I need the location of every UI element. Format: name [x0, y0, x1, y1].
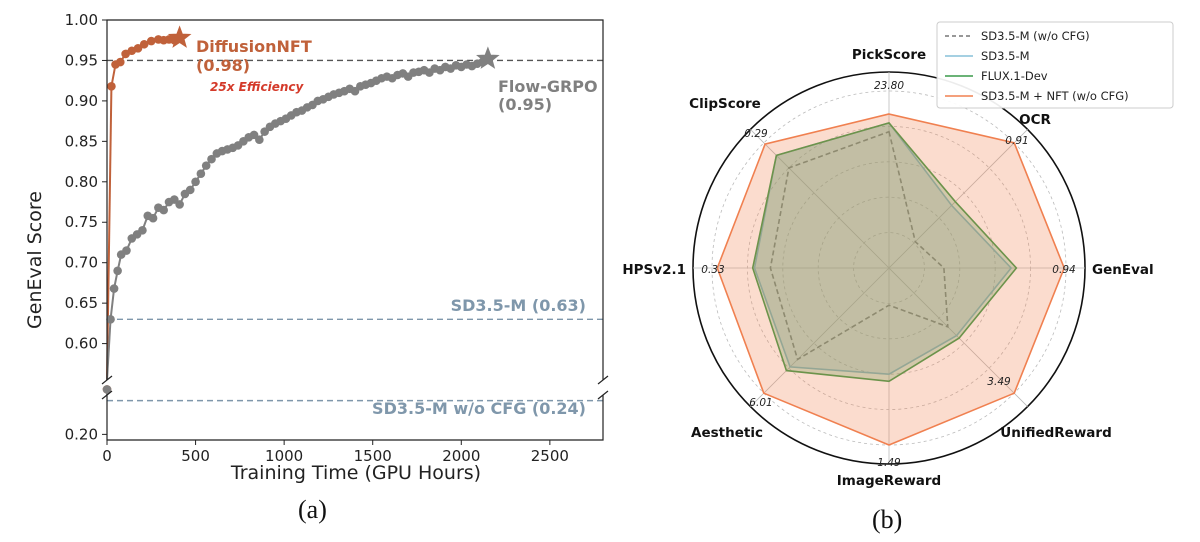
sd35m-no-cfg-reference-label: SD3.5-M w/o CFG (0.24)	[372, 399, 586, 418]
radar-axis-label-aesthetic: Aesthetic	[691, 425, 763, 441]
radar-axis-label-pickscore: PickScore	[852, 47, 926, 63]
y-tick-label: 1.00	[65, 11, 98, 29]
x-axis-label: Training Time (GPU Hours)	[230, 462, 481, 484]
x-tick-label: 0	[102, 447, 112, 465]
radar-max-label: 6.01	[749, 397, 772, 409]
line-chart-panel: 0 500 1000 1500 2000 2500 0.60 0.65 0.70 0.75 0.80…	[24, 11, 609, 484]
flow-grpo-series	[102, 46, 500, 395]
legend-entry: FLUX.1-Dev	[981, 69, 1048, 83]
radar-max-label: 3.49	[987, 376, 1011, 388]
legend-entry: SD3.5-M	[981, 49, 1030, 63]
radar-spoke	[750, 267, 890, 407]
radar-max-label: 0.91	[1005, 135, 1028, 147]
x-tick-label: 500	[181, 447, 210, 465]
radar-spoke	[750, 129, 890, 269]
y-tick-label: 0.90	[65, 92, 98, 110]
radar-spoke	[888, 267, 1028, 407]
axis-break-mark-right-top	[597, 375, 609, 385]
flow-grpo-point	[113, 266, 122, 276]
plot-frame-bottom	[106, 395, 604, 441]
diffusionnft-point	[115, 57, 125, 67]
caption-b: (b)	[872, 505, 903, 534]
sd35m-reference-label: SD3.5-M (0.63)	[451, 296, 586, 315]
radar-spoke	[888, 129, 1028, 269]
radar-max-label: 0.29	[744, 128, 768, 140]
y-tick-label: 0.95	[65, 51, 98, 69]
diffusionnft-series	[102, 25, 192, 395]
diffusionnft-point	[133, 44, 143, 53]
x-tick-label: 1000	[265, 447, 303, 465]
legend-box	[936, 21, 1174, 109]
diffusionnft-break-segment	[106, 86, 113, 381]
radar-series-flux-1-dev	[751, 121, 1018, 383]
flow-grpo-point	[102, 385, 112, 394]
flow-grpo-point	[109, 284, 119, 293]
axis-break-mark-left-top	[101, 375, 113, 385]
radar-chart-panel: PickScore 23.80 OCR 0.91 GenEval 0.94 UnifiedR…	[622, 21, 1174, 489]
diffusionnft-end-value: (0.98)	[196, 56, 250, 75]
y-tick-label: 0.60	[65, 335, 98, 353]
flow-grpo-point	[122, 246, 131, 255]
diffusionnft-point	[139, 39, 149, 49]
radar-axis-label-imagereward: ImageReward	[837, 473, 941, 489]
flow-grpo-point	[185, 185, 195, 195]
y-tick-label: 0.75	[65, 213, 98, 231]
radar-max-label: 0.33	[701, 264, 724, 276]
flow-grpo-end-label: Flow-GRPO	[498, 77, 598, 96]
flow-grpo-point	[159, 205, 168, 215]
flow-grpo-end-star	[476, 46, 500, 69]
radar-axis-label-unifiedreward: UnifiedReward	[1000, 425, 1111, 441]
flow-grpo-end-value: (0.95)	[498, 95, 552, 114]
flow-grpo-point	[106, 315, 115, 324]
radar-axis-label-clipscore: ClipScore	[689, 96, 761, 112]
axis-break-mark-right-bottom	[597, 390, 609, 400]
radar-axis-label-hpsv2-1: HPSv2.1	[622, 262, 686, 278]
efficiency-annotation: 25x Efficiency	[210, 80, 304, 94]
radar-max-label: 0.94	[1052, 264, 1075, 276]
flow-grpo-point	[207, 154, 216, 164]
flow-grpo-point	[191, 177, 200, 187]
flow-grpo-point	[255, 135, 264, 145]
y-axis-label: GenEval Score	[24, 191, 46, 329]
diffusionnft-end-star	[167, 25, 192, 48]
flow-grpo-point	[175, 200, 184, 209]
axis-break-mark-left-bottom	[101, 390, 113, 400]
radar-series-sd3-5-m-w-o-cfg-	[769, 130, 949, 361]
x-tick-label: 1500	[354, 447, 392, 465]
radar-max-label: 1.49	[877, 457, 901, 469]
diffusionnft-point	[107, 82, 116, 91]
y-tick-label: 0.70	[65, 254, 98, 272]
plot-frame-top	[106, 19, 604, 380]
caption-a: (a)	[298, 495, 327, 524]
x-tick-label: 2500	[531, 447, 569, 465]
diffusionnft-end-label: DiffusionNFT	[196, 37, 312, 56]
flow-grpo-line	[109, 57, 489, 320]
radar-series-sd3-5-m-nft-w-o-cfg-	[716, 113, 1066, 446]
flow-grpo-point	[201, 161, 211, 170]
radar-axis-label-ocr: OCR	[1019, 112, 1051, 128]
legend-entry: SD3.5-M (w/o CFG)	[981, 29, 1090, 43]
flow-grpo-point	[138, 226, 147, 235]
diffusionnft-point	[146, 36, 156, 46]
y-tick-label: 0.65	[65, 294, 98, 312]
y-tick-label: 0.85	[65, 132, 98, 150]
radar-max-label: 23.80	[874, 80, 904, 92]
flow-grpo-point	[196, 169, 206, 179]
y-tick-label: 0.80	[65, 173, 98, 191]
flow-grpo-point	[148, 213, 158, 223]
legend-entry: SD3.5-M + NFT (w/o CFG)	[981, 89, 1129, 103]
radar-axis-label-geneval: GenEval	[1092, 262, 1154, 278]
y-tick-label: 0.20	[65, 425, 98, 443]
legend: SD3.5-M (w/o CFG) SD3.5-M FLUX.1-Dev SD3.5-…	[936, 21, 1174, 109]
x-tick-label: 2000	[442, 447, 480, 465]
